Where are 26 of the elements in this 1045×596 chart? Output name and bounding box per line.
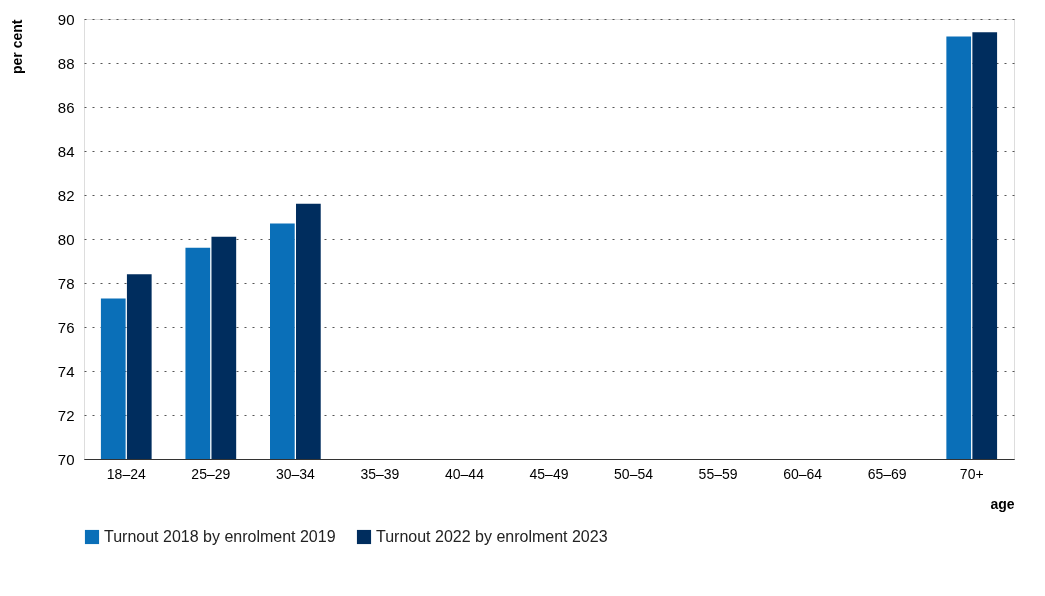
- legend-label: Turnout 2018 by enrolment 2019: [104, 528, 336, 545]
- x-tick-label: 40–44: [444, 465, 485, 482]
- y-tick-label: 82: [57, 186, 75, 204]
- y-tick-label: 70: [57, 450, 75, 468]
- y-tick-label: 84: [57, 142, 75, 160]
- y-tick-label: 80: [57, 230, 75, 248]
- y-tick-label: 88: [57, 54, 75, 72]
- y-tick-label: 72: [57, 406, 75, 424]
- y-tick-label: 74: [57, 362, 75, 380]
- legend-label: Turnout 2022 by enrolment 2023: [376, 528, 608, 545]
- x-tick-label: 50–54: [614, 465, 654, 482]
- x-tick-label: 30–34: [275, 465, 316, 482]
- x-tick-label: 45–49: [529, 465, 569, 482]
- y-tick-label: 90: [57, 10, 75, 28]
- x-tick-label: 18–24: [106, 465, 146, 482]
- x-tick-label: 55–59: [698, 465, 738, 482]
- y-tick-label: 76: [57, 318, 75, 336]
- x-tick-label: 65–69: [867, 465, 907, 482]
- x-tick-label: 60–64: [783, 465, 823, 482]
- x-axis-title: age: [990, 495, 1015, 512]
- x-tick-label: 70+: [959, 465, 984, 482]
- y-tick-label: 86: [57, 98, 75, 116]
- y-axis-title: per cent: [8, 19, 25, 74]
- x-tick-label: 35–39: [360, 465, 400, 482]
- y-tick-label: 78: [57, 274, 75, 292]
- x-tick-label: 25–29: [191, 465, 231, 482]
